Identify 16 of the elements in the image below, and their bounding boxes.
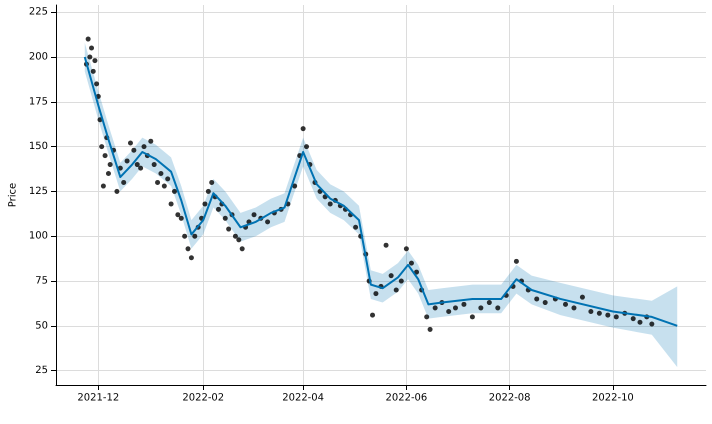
y-tick-label: 100 <box>28 230 48 242</box>
y-tick-label: 175 <box>28 96 48 108</box>
y-tick-label: 225 <box>28 6 48 18</box>
x-tick-label: 2022-02 <box>182 392 224 404</box>
x-tick-label: 2022-10 <box>592 392 634 404</box>
y-tick-label: 50 <box>35 320 48 332</box>
y-tick-label: 75 <box>35 276 48 287</box>
x-tick-label: 2022-08 <box>488 392 531 404</box>
y-tick-label: 200 <box>28 51 48 62</box>
y-tick-label: 25 <box>35 365 48 376</box>
y-tick-label: 150 <box>28 141 48 152</box>
y-axis-title: Price <box>8 182 18 208</box>
x-tick-label: 2022-04 <box>282 392 324 404</box>
y-tick-label: 125 <box>28 186 48 197</box>
x-tick-label: 2021-12 <box>77 392 120 404</box>
x-tick-label: 2022-06 <box>385 392 428 404</box>
